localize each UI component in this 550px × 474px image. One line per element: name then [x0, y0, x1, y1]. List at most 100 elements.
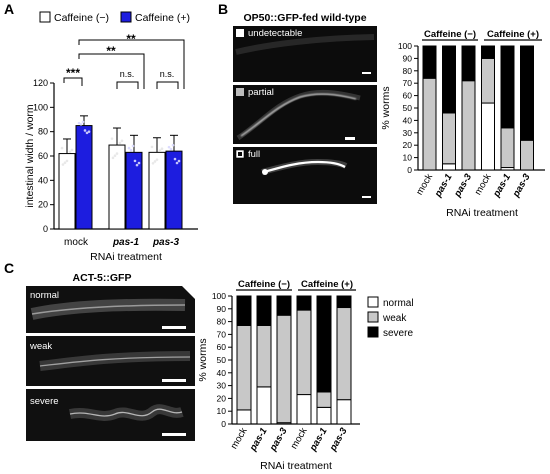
- chartB-bar-segment-partial: [442, 112, 456, 165]
- panel-a-data-point: [173, 157, 177, 161]
- chartB-bar-segment-undetectable: [500, 45, 515, 129]
- chartB-bar-segment-partial: [520, 139, 534, 171]
- chartC-bar-segment-severe: [316, 295, 332, 393]
- panel-a-data-point: [68, 150, 72, 154]
- micrograph-undetectable: undetectable: [233, 26, 377, 82]
- legend-label-caffeine-plus: Caffeine (+): [135, 12, 190, 24]
- chartC-bar-segment-severe: [276, 295, 292, 316]
- panel-a-data-point: [151, 162, 155, 165]
- chartC-category-label: mock: [229, 426, 250, 451]
- panel-a-data-point: [118, 141, 122, 145]
- micrograph-severe: severe: [26, 389, 195, 441]
- panel-a-data-point: [158, 149, 162, 152]
- panel-a-data-point: [129, 148, 133, 152]
- legend-label-severe: severe: [383, 328, 413, 339]
- chartB-y-tick-label: 100: [398, 41, 412, 51]
- panel-a-data-point: [81, 120, 85, 124]
- panel-a-category-label: pas-1: [112, 237, 140, 248]
- panel-b-letter: B: [218, 1, 228, 17]
- chartC-category-label: mock: [289, 426, 310, 451]
- panel-c-letter: C: [4, 260, 14, 276]
- chartB-bar-segment-undetectable: [461, 45, 476, 82]
- panel-a-y-tick-label: 40: [38, 175, 48, 185]
- micrograph-weak: weak: [26, 336, 195, 386]
- chartB-bar-segment-partial: [461, 80, 476, 171]
- panel-a-letter: A: [4, 1, 14, 17]
- label-severe: severe: [30, 396, 59, 407]
- legend-label-normal: normal: [383, 298, 414, 309]
- panel-a-category-label: pas-3: [152, 237, 180, 248]
- panel-a-legend: Caffeine (−) Caffeine (+): [39, 11, 190, 24]
- panel-a-y-tick-label: 120: [33, 78, 48, 88]
- chartC-bar-segment-normal: [296, 394, 312, 425]
- chartC-category-label: pas-3: [267, 425, 290, 453]
- panel-a-bar-mock-caffeine-minus: [58, 153, 76, 230]
- sig-label-pas1: n.s.: [120, 69, 135, 79]
- bracket-mock-pas1: [78, 53, 145, 89]
- bracket-pas3: [156, 81, 179, 89]
- bracket-mock-pas3: [78, 39, 185, 89]
- label-undetectable: undetectable: [248, 28, 302, 39]
- panel-a-y-axis-title: intestinal width / worm: [24, 104, 36, 208]
- sig-label-mock-pas1: **: [106, 44, 116, 58]
- chartC-category-label: pas-1: [307, 426, 329, 454]
- legend-swatch-caffeine-plus: [120, 11, 132, 23]
- scale-bar: [362, 72, 371, 74]
- chartC-bar-segment-weak: [336, 307, 352, 401]
- chartB-bar-segment-full: [481, 102, 495, 171]
- scale-bar: [345, 137, 355, 140]
- chartB-y-tick-label: 80: [403, 66, 413, 76]
- panel-a-data-point: [65, 159, 69, 163]
- panel-a-data-point: [177, 159, 181, 163]
- label-normal: normal: [30, 290, 59, 301]
- label-full: full: [248, 149, 260, 160]
- chartC-y-tick-label: 30: [217, 381, 227, 391]
- panel-a-data-point: [131, 144, 135, 148]
- panel-a-data-point: [77, 121, 81, 125]
- chartC-bar-segment-weak: [276, 314, 292, 424]
- panel-a-data-point: [175, 161, 179, 165]
- panel-c-legend: normal weak severe: [367, 296, 414, 339]
- chartB-bar-segment-full: [442, 163, 456, 171]
- scale-bar: [362, 196, 371, 198]
- bracket-mock: [63, 77, 83, 86]
- panel-a-y-tick-label: 80: [38, 127, 48, 137]
- chartB-y-tick-label: 70: [403, 78, 413, 88]
- panel-a-bar-pas-3-caffeine-minus: [148, 151, 166, 230]
- panel-a-data-point: [155, 158, 159, 161]
- panel-a-data-point: [167, 145, 171, 149]
- chartB-y-tick-label: 90: [403, 53, 413, 63]
- chartC-category-label: pas-1: [247, 426, 269, 454]
- legend-swatch-caffeine-minus: [39, 11, 51, 23]
- scale-bar: [162, 379, 186, 382]
- panel-a-data-point: [135, 163, 139, 167]
- panel-c-group-caffeine-minus: Caffeine (−): [238, 279, 290, 290]
- panel-a-data-point: [79, 123, 83, 126]
- panel-c-image-title: ACT-5::GFP: [73, 272, 132, 284]
- panel-b-group-caffeine-plus: Caffeine (+): [487, 29, 539, 40]
- chartB-bar-segment-partial: [481, 57, 495, 104]
- panel-a-bar-pas-1-caffeine-minus: [108, 144, 126, 230]
- scale-bar: [162, 326, 186, 329]
- panel-a-y-tick-label: 100: [33, 102, 48, 112]
- chartB-bar-segment-undetectable: [520, 45, 534, 141]
- chartC-bar-segment-severe: [236, 295, 252, 326]
- panel-a-x-axis-title: RNAi treatment: [90, 251, 162, 263]
- chartC-y-tick-label: 80: [217, 317, 227, 327]
- chartC-y-tick-label: 60: [217, 342, 227, 352]
- chartC-bar-segment-severe: [296, 295, 312, 311]
- panel-a-significance: [63, 39, 185, 89]
- chartB-bar-segment-partial: [500, 127, 515, 169]
- panel-a-data-point: [153, 160, 157, 163]
- chartC-bar-segment-normal: [256, 386, 272, 425]
- panel-a-data-point: [169, 147, 173, 151]
- panel-a-bar-chart: 0 20 40 60 80 100 120 mock pas-1 pas-3 RNAi trea…: [24, 32, 198, 263]
- chartC-bar-segment-severe: [256, 295, 272, 326]
- bracket-pas1: [116, 81, 139, 89]
- chartB-category-label: pas-3: [510, 171, 533, 199]
- chartB-y-tick-label: 50: [403, 103, 413, 113]
- chartB-y-tick-label: 40: [403, 115, 413, 125]
- panel-a-data-point: [120, 139, 124, 143]
- chartC-y-tick-label: 70: [217, 329, 227, 339]
